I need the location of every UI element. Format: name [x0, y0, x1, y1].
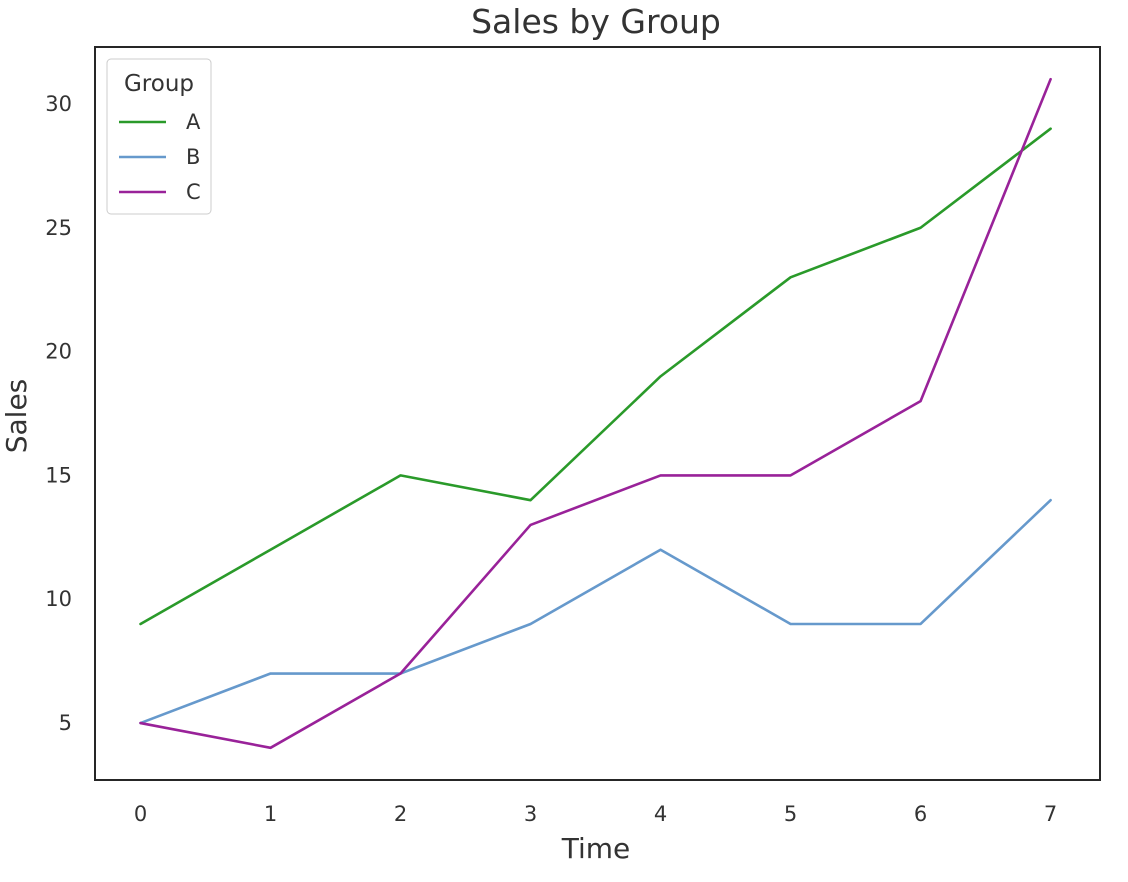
x-tick-label: 5 [784, 802, 797, 826]
x-tick-label: 7 [1044, 802, 1057, 826]
legend-label-b: B [186, 145, 200, 169]
chart-title: Sales by Group [471, 2, 721, 41]
series-line-c [139, 77, 1052, 750]
legend-label-a: A [186, 110, 201, 134]
legend-box [106, 58, 212, 215]
y-tick-label: 20 [45, 340, 72, 364]
series-line-a [139, 127, 1052, 626]
x-tick-label: 0 [134, 802, 147, 826]
legend-label-c: C [186, 180, 201, 204]
plot-frame [94, 46, 1101, 781]
x-tick-label: 6 [914, 802, 927, 826]
x-tick-label: 2 [394, 802, 407, 826]
legend-title: Group [124, 71, 194, 97]
y-axis-label: Sales [0, 379, 33, 454]
series-line-b [139, 498, 1052, 725]
x-tick-label: 4 [654, 802, 667, 826]
y-tick-label: 10 [45, 587, 72, 611]
x-tick-label: 3 [524, 802, 537, 826]
x-tick-label: 1 [264, 802, 277, 826]
y-tick-label: 30 [45, 92, 72, 116]
x-axis-label: Time [561, 832, 631, 865]
y-tick-label: 5 [59, 711, 72, 735]
y-axis-ticks: 5 10 15 20 25 30 [45, 92, 72, 735]
y-tick-label: 25 [45, 216, 72, 240]
x-axis-ticks: 0 1 2 3 4 5 6 7 [134, 802, 1057, 826]
legend-items: ABC [119, 110, 201, 204]
legend: Group ABC [106, 58, 212, 215]
series-lines [139, 77, 1052, 750]
y-tick-label: 15 [45, 463, 72, 487]
